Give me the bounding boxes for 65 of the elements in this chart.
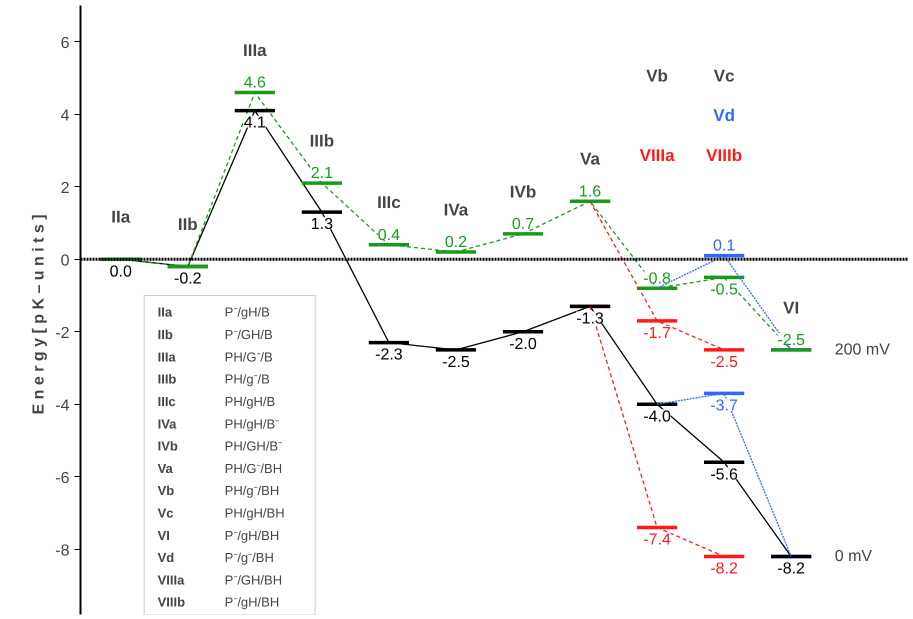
x-tick-label: IVa: [444, 200, 469, 220]
data-label: -2.5: [710, 354, 738, 371]
data-label: -2.5: [777, 332, 806, 349]
text: VIIIa P⁻/GH/BH: [158, 572, 282, 588]
x-tick-label: IVb: [510, 182, 536, 202]
data-label: -2.3: [375, 346, 403, 364]
x-tick-label: IIa: [111, 208, 131, 227]
text: IIIa PH/G⁻/B: [158, 349, 273, 364]
annotation: VIIIb: [706, 146, 742, 165]
text: IVa PH/gH/B⁻: [158, 416, 280, 432]
x-tick-label: VI: [783, 298, 800, 318]
text: VIIIb P⁻/gH/BH: [158, 594, 280, 610]
data-label: -1.3: [576, 310, 604, 328]
data-label: 0.1: [713, 238, 736, 255]
annotation: VIIIa: [640, 146, 676, 165]
y-tick-label: 4: [60, 107, 70, 124]
text: Vd P⁻/g⁻/BH: [158, 550, 274, 566]
data-label: -5.6: [710, 466, 738, 484]
legend-label: 0 mV: [834, 548, 872, 565]
data-label: 0.2: [444, 234, 468, 251]
y-tick-label: -2: [55, 324, 70, 342]
data-label: -0.2: [174, 270, 202, 288]
data-label: 1.6: [578, 183, 602, 200]
y-axis-title: E n e r g y [ p K – u n i t s ]: [30, 214, 48, 414]
data-label: -2.5: [442, 354, 470, 371]
data-label: -8.2: [710, 560, 738, 578]
text: Vb PH/g⁻/BH: [158, 483, 280, 498]
data-label: -0.8: [643, 270, 671, 288]
text: IIb P⁻/GH/B: [158, 327, 273, 342]
text: IVb PH/GH/B⁻: [158, 438, 282, 454]
data-label: -2.0: [509, 336, 537, 353]
y-tick-label: 6: [60, 34, 70, 52]
x-tick-label: IIIc: [377, 193, 401, 212]
data-label: 4.1: [244, 114, 266, 132]
x-tick-label: IIIb: [310, 132, 334, 150]
text: IIa P⁻/gH/B: [158, 304, 270, 320]
data-label: -0.5: [710, 281, 738, 298]
y-tick-label: 0: [60, 252, 70, 270]
y-tick-label: -4: [55, 397, 70, 414]
legend-label: 200 mV: [834, 341, 890, 358]
data-label: 4.6: [244, 74, 266, 92]
y-tick-label: -8: [55, 542, 70, 560]
x-tick-label: IIIa: [243, 40, 268, 60]
x-tick-label: Vb: [646, 66, 668, 86]
text: VI P⁻/gH/BH: [158, 528, 280, 543]
text: IIIb PH/g⁻/B: [158, 372, 270, 387]
data-label: -7.4: [643, 532, 671, 548]
y-tick-label: 2: [60, 180, 70, 197]
data-label: -1.7: [643, 324, 671, 342]
data-label: -8.2: [777, 560, 806, 578]
text: IIIc PH/gH/B: [158, 394, 276, 409]
data-label: 0.7: [512, 216, 534, 233]
x-tick-label: Vc: [714, 66, 735, 86]
x-tick-label: Va: [580, 150, 601, 169]
data-label: 1.3: [310, 216, 334, 234]
x-tick-label: IIb: [178, 214, 198, 234]
data-label: -3.7: [710, 397, 738, 414]
annotation: Vd: [713, 106, 735, 126]
data-label: 2.1: [310, 165, 334, 182]
y-tick-label: -6: [55, 470, 70, 487]
text: Vc PH/gH/BH: [158, 506, 285, 520]
text: Va PH/G⁻/BH: [158, 460, 282, 476]
data-label: 0.4: [378, 226, 400, 244]
data-label: 0.0: [110, 263, 132, 280]
data-label: -4.0: [643, 408, 671, 426]
